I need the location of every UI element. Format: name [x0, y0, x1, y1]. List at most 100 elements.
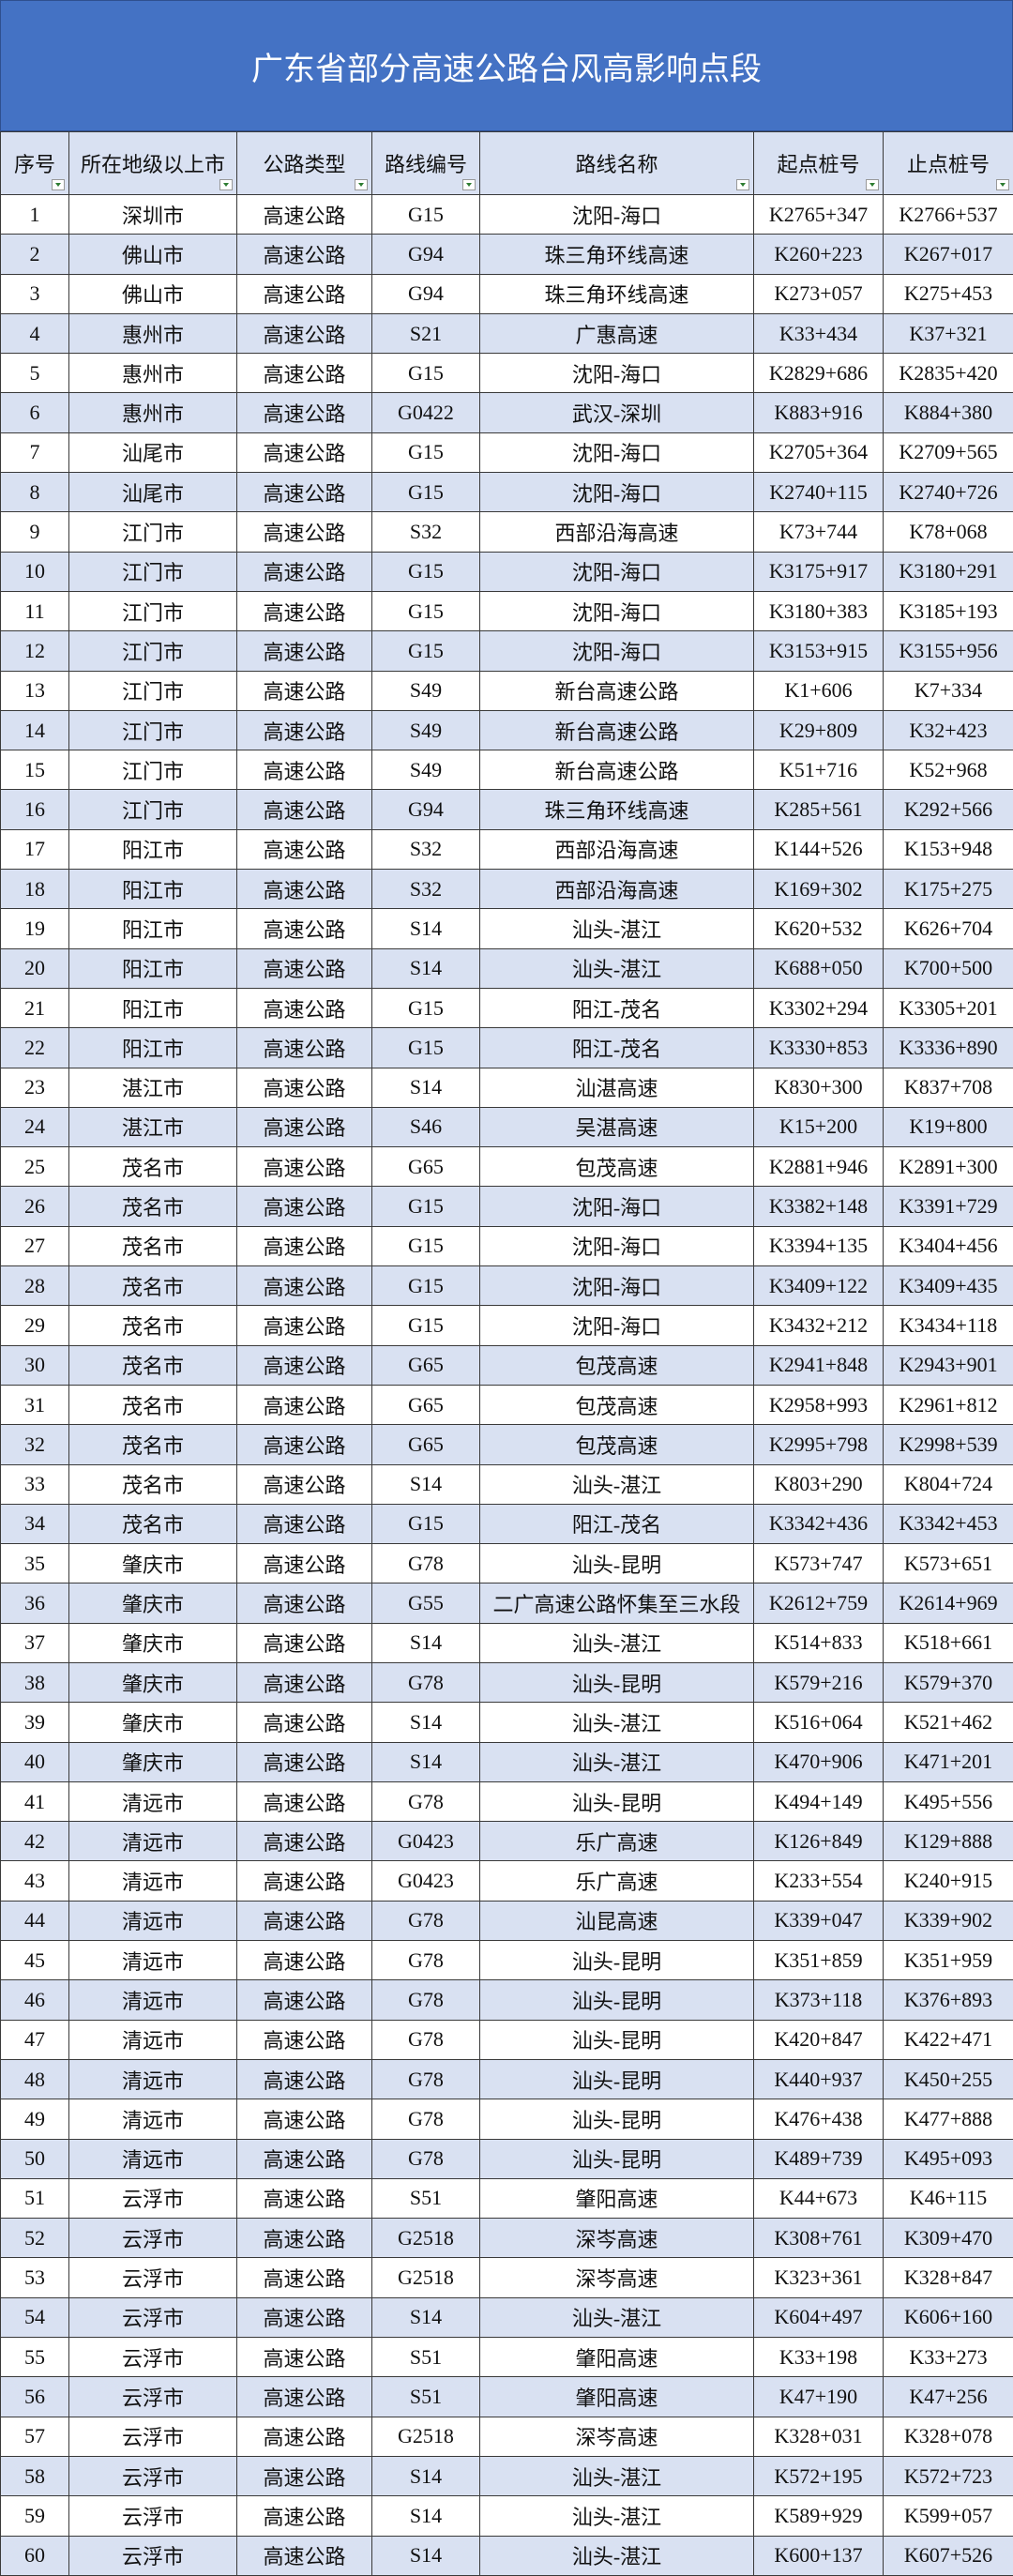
- table-cell: 肇阳高速: [480, 2338, 754, 2377]
- table-cell: 高速公路: [237, 1822, 372, 1861]
- table-cell: K328+847: [884, 2258, 1013, 2297]
- table-cell: K3305+201: [884, 988, 1013, 1027]
- table-cell: K175+275: [884, 870, 1013, 909]
- table-cell: S49: [372, 671, 480, 710]
- filter-button[interactable]: [996, 179, 1009, 190]
- filter-button[interactable]: [355, 179, 368, 190]
- table-cell: K47+190: [754, 2377, 884, 2417]
- table-cell: 高速公路: [237, 710, 372, 750]
- table-cell: 汕头-湛江: [480, 2297, 754, 2337]
- table-cell: K339+047: [754, 1901, 884, 1940]
- table-cell: 沈阳-海口: [480, 1187, 754, 1226]
- title: 广东省部分高速公路台风高影响点段: [0, 0, 1013, 131]
- table-cell: 云浮市: [69, 2417, 237, 2456]
- table-cell: K3342+436: [754, 1504, 884, 1543]
- table-cell: 惠州市: [69, 354, 237, 393]
- table-cell: G0422: [372, 393, 480, 432]
- table-cell: K606+160: [884, 2297, 1013, 2337]
- table-cell: K518+661: [884, 1623, 1013, 1662]
- table-cell: S21: [372, 313, 480, 353]
- table-cell: 江门市: [69, 671, 237, 710]
- table-cell: 高速公路: [237, 1464, 372, 1504]
- table-cell: 高速公路: [237, 393, 372, 432]
- table-cell: K47+256: [884, 2377, 1013, 2417]
- table-cell: 高速公路: [237, 1583, 372, 1623]
- table-cell: G65: [372, 1385, 480, 1424]
- table-cell: 27: [1, 1226, 69, 1265]
- table-cell: S14: [372, 2496, 480, 2536]
- table-cell: 肇庆市: [69, 1623, 237, 1662]
- table-cell: 汕头-湛江: [480, 1623, 754, 1662]
- table-cell: 高速公路: [237, 1901, 372, 1940]
- table-cell: 17: [1, 829, 69, 869]
- table-cell: 二广高速公路怀集至三水段: [480, 1583, 754, 1623]
- table-cell: 深岑高速: [480, 2258, 754, 2297]
- table-cell: 珠三角环线高速: [480, 790, 754, 829]
- table-cell: 37: [1, 1623, 69, 1662]
- table-cell: K376+893: [884, 1980, 1013, 2020]
- table-cell: K19+800: [884, 1107, 1013, 1146]
- table-cell: 阳江市: [69, 948, 237, 988]
- table-cell: 茂名市: [69, 1147, 237, 1187]
- table-cell: K607+526: [884, 2536, 1013, 2575]
- header-text: 路线编号: [385, 153, 467, 176]
- table-cell: S46: [372, 1107, 480, 1146]
- table-cell: K477+888: [884, 2099, 1013, 2139]
- table-cell: K626+704: [884, 909, 1013, 948]
- table-cell: 55: [1, 2338, 69, 2377]
- table-cell: G2518: [372, 2219, 480, 2258]
- table-cell: K620+532: [754, 909, 884, 948]
- table-cell: 50: [1, 2139, 69, 2178]
- filter-button[interactable]: [736, 179, 749, 190]
- table-cell: 48: [1, 2059, 69, 2099]
- table-cell: 江门市: [69, 512, 237, 552]
- table-cell: 汕头-昆明: [480, 2139, 754, 2178]
- table-cell: 茂名市: [69, 1226, 237, 1265]
- table-cell: K521+462: [884, 1703, 1013, 1742]
- table-cell: 高速公路: [237, 870, 372, 909]
- table-cell: 11: [1, 591, 69, 630]
- filter-button[interactable]: [462, 179, 476, 190]
- table-cell: S14: [372, 1068, 480, 1107]
- table-cell: G15: [372, 1226, 480, 1265]
- table-cell: 38: [1, 1662, 69, 1702]
- table-cell: 高速公路: [237, 2338, 372, 2377]
- table-cell: K328+078: [884, 2417, 1013, 2456]
- table-cell: K351+959: [884, 1941, 1013, 1980]
- filter-button[interactable]: [866, 179, 879, 190]
- table-cell: 肇庆市: [69, 1583, 237, 1623]
- table-cell: 汕尾市: [69, 432, 237, 472]
- filter-button[interactable]: [219, 179, 233, 190]
- table-cell: K3330+853: [754, 1028, 884, 1068]
- table-cell: G78: [372, 1544, 480, 1583]
- table-cell: K804+724: [884, 1464, 1013, 1504]
- table-cell: 汕头-湛江: [480, 1464, 754, 1504]
- table-cell: K285+561: [754, 790, 884, 829]
- table-cell: 45: [1, 1941, 69, 1980]
- table-cell: 21: [1, 988, 69, 1027]
- table-cell: S14: [372, 2297, 480, 2337]
- table-cell: G0423: [372, 1861, 480, 1901]
- filter-button[interactable]: [52, 179, 65, 190]
- table-cell: 阳江-茂名: [480, 988, 754, 1027]
- table-cell: 汕尾市: [69, 473, 237, 512]
- table-cell: 57: [1, 2417, 69, 2456]
